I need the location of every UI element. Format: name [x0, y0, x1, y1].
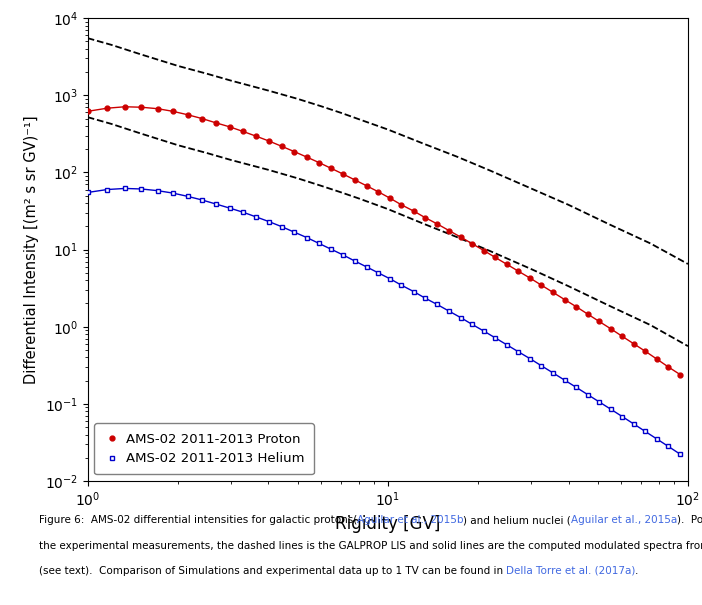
X-axis label: Rigidity [GV]: Rigidity [GV]: [335, 515, 441, 533]
Text: ).  Points represent: ). Points represent: [677, 515, 702, 525]
Text: (see text).  Comparison of Simulations and experimental data up to 1 TV can be f: (see text). Comparison of Simulations an…: [39, 566, 506, 575]
Text: Aguilar et al., 2015b: Aguilar et al., 2015b: [357, 515, 463, 525]
Text: the experimental measurements, the dashed lines is the GALPROP LIS and solid lin: the experimental measurements, the dashe…: [39, 541, 702, 551]
Text: Aguilar et al., 2015a: Aguilar et al., 2015a: [571, 515, 677, 525]
Text: Della Torre et al. (2017a): Della Torre et al. (2017a): [506, 566, 635, 575]
Text: .: .: [635, 566, 639, 575]
Y-axis label: Differential Intensity [(m² s sr GV)⁻¹]: Differential Intensity [(m² s sr GV)⁻¹]: [25, 115, 39, 384]
Text: Figure 6:  AMS-02 differential intensities for galactic protons(: Figure 6: AMS-02 differential intensitie…: [39, 515, 357, 525]
Text: ) and helium nuclei (: ) and helium nuclei (: [463, 515, 571, 525]
Legend: AMS-02 2011-2013 Proton, AMS-02 2011-2013 Helium: AMS-02 2011-2013 Proton, AMS-02 2011-201…: [94, 424, 314, 474]
